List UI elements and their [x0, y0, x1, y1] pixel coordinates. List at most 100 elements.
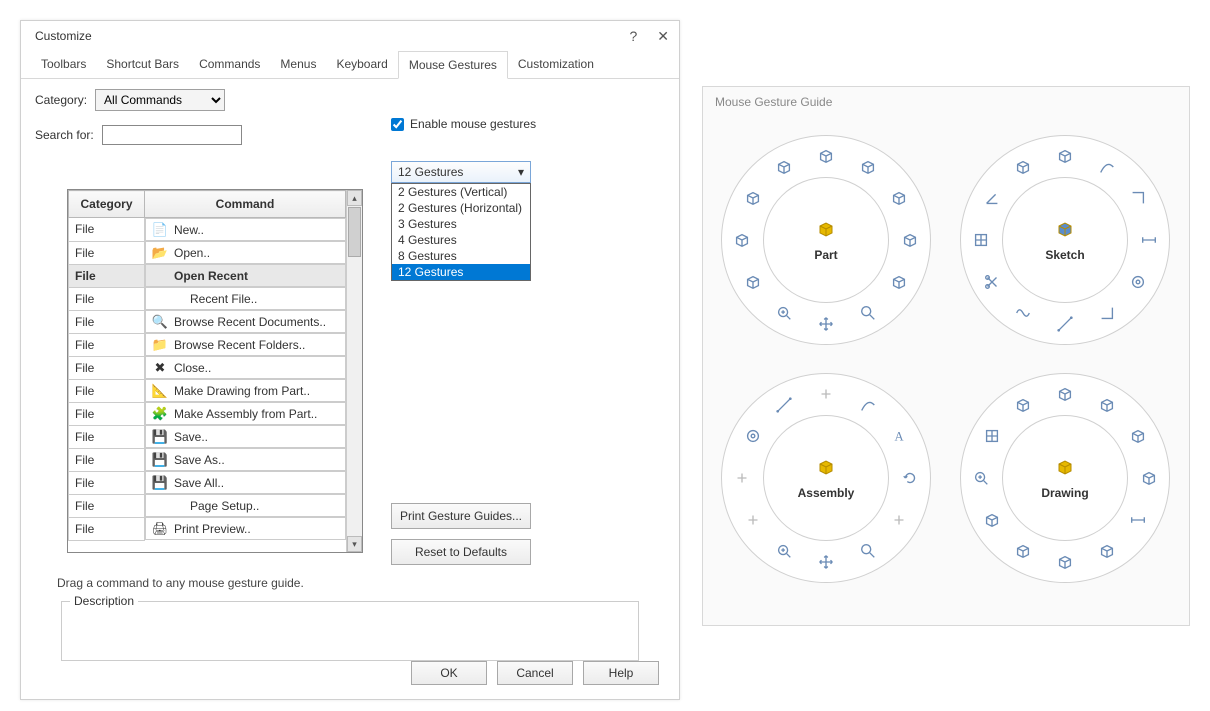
gesture-slot-icon[interactable] [1053, 550, 1077, 574]
gesture-slot-icon[interactable] [1095, 155, 1119, 179]
gesture-slot-icon[interactable] [1126, 424, 1150, 448]
tab-toolbars[interactable]: Toolbars [31, 51, 96, 78]
gesture-slot-icon[interactable] [1011, 539, 1035, 563]
gesture-option[interactable]: 8 Gestures [392, 248, 530, 264]
gesture-slot-icon[interactable] [730, 228, 754, 252]
gesture-slot-icon[interactable]: A [887, 424, 911, 448]
reset-defaults-button[interactable]: Reset to Defaults [391, 539, 531, 565]
gesture-slot-icon[interactable] [980, 270, 1004, 294]
gesture-slot-icon[interactable] [741, 424, 765, 448]
table-row[interactable]: File🖨Print Preview.. [69, 517, 346, 540]
tab-menus[interactable]: Menus [270, 51, 326, 78]
gesture-slot-icon[interactable] [1095, 539, 1119, 563]
gesture-slot-icon[interactable] [887, 186, 911, 210]
gesture-slot-icon[interactable] [856, 301, 880, 325]
gesture-slot-icon[interactable] [772, 301, 796, 325]
cancel-button[interactable]: Cancel [497, 661, 573, 685]
gesture-slot-icon[interactable] [772, 155, 796, 179]
command-icon: 📁 [152, 337, 168, 353]
table-row[interactable]: File🧩Make Assembly from Part.. [69, 402, 346, 425]
gesture-slot-icon[interactable] [772, 539, 796, 563]
enable-gestures-checkbox[interactable]: Enable mouse gestures [391, 117, 536, 131]
table-row[interactable]: File✖Close.. [69, 356, 346, 379]
help-button[interactable]: Help [583, 661, 659, 685]
gesture-slot-icon[interactable] [741, 508, 765, 532]
gesture-slot-icon[interactable] [730, 466, 754, 490]
gesture-slot-icon[interactable] [741, 186, 765, 210]
gesture-slot-icon[interactable] [741, 270, 765, 294]
gesture-slot-icon[interactable] [1137, 466, 1161, 490]
gesture-option[interactable]: 2 Gestures (Horizontal) [392, 200, 530, 216]
gesture-option[interactable]: 12 Gestures [392, 264, 530, 280]
gesture-slot-icon[interactable] [1053, 144, 1077, 168]
search-input[interactable] [102, 125, 242, 145]
gesture-slot-icon[interactable] [1095, 393, 1119, 417]
cell-command: Recent File.. [145, 287, 346, 310]
gesture-slot-icon[interactable] [980, 186, 1004, 210]
table-scrollbar[interactable]: ▴ ▾ [346, 190, 362, 552]
gesture-slot-icon[interactable] [814, 144, 838, 168]
gesture-slot-icon[interactable] [856, 155, 880, 179]
table-row[interactable]: File💾Save.. [69, 425, 346, 448]
gesture-option[interactable]: 4 Gestures [392, 232, 530, 248]
gesture-slot-icon[interactable] [814, 312, 838, 336]
gesture-slot-icon[interactable] [814, 382, 838, 406]
table-row[interactable]: File📐Make Drawing from Part.. [69, 379, 346, 402]
wheel-center-icon [816, 457, 836, 482]
tab-shortcut-bars[interactable]: Shortcut Bars [96, 51, 189, 78]
gesture-slot-icon[interactable] [969, 228, 993, 252]
tab-customization[interactable]: Customization [508, 51, 604, 78]
gesture-slot-icon[interactable] [887, 270, 911, 294]
command-icon: 🧩 [152, 406, 168, 422]
scroll-down-icon[interactable]: ▾ [347, 536, 362, 552]
gesture-slot-icon[interactable] [1011, 301, 1035, 325]
close-icon[interactable]: ✕ [657, 28, 669, 45]
enable-gestures-input[interactable] [391, 118, 404, 131]
gesture-slot-icon[interactable] [856, 539, 880, 563]
gesture-slot-icon[interactable] [1011, 393, 1035, 417]
table-row[interactable]: File💾Save As.. [69, 448, 346, 471]
gesture-slot-icon[interactable] [1126, 508, 1150, 532]
table-row[interactable]: File🔍Browse Recent Documents.. [69, 310, 346, 333]
gesture-slot-icon[interactable] [1126, 186, 1150, 210]
ok-button[interactable]: OK [411, 661, 487, 685]
print-guides-button[interactable]: Print Gesture Guides... [391, 503, 531, 529]
category-select[interactable]: All Commands [95, 89, 225, 111]
tab-commands[interactable]: Commands [189, 51, 270, 78]
gesture-slot-icon[interactable] [980, 424, 1004, 448]
gesture-slot-icon[interactable] [898, 466, 922, 490]
table-row[interactable]: File📂Open.. [69, 241, 346, 264]
gesture-slot-icon[interactable] [814, 550, 838, 574]
cell-command: 🖨Print Preview.. [145, 517, 346, 540]
gesture-slot-icon[interactable] [1095, 301, 1119, 325]
gesture-count-select[interactable]: 12 Gestures ▾ [391, 161, 531, 183]
cell-category: File [69, 379, 145, 402]
table-row[interactable]: File📄New.. [69, 218, 346, 242]
gesture-slot-icon[interactable] [1011, 155, 1035, 179]
gesture-option[interactable]: 3 Gestures [392, 216, 530, 232]
gesture-slot-icon[interactable] [1053, 382, 1077, 406]
gesture-slot-icon[interactable] [898, 228, 922, 252]
gesture-slot-icon[interactable] [1053, 312, 1077, 336]
col-category[interactable]: Category [69, 191, 145, 218]
col-command[interactable]: Command [145, 191, 346, 218]
scroll-up-icon[interactable]: ▴ [347, 190, 362, 206]
table-row[interactable]: FileRecent File.. [69, 287, 346, 310]
table-row[interactable]: FileOpen Recent [69, 264, 346, 287]
search-label: Search for: [35, 128, 94, 142]
table-row[interactable]: File💾Save All.. [69, 471, 346, 494]
tab-mouse-gestures[interactable]: Mouse Gestures [398, 51, 508, 79]
gesture-slot-icon[interactable] [1126, 270, 1150, 294]
gesture-slot-icon[interactable] [980, 508, 1004, 532]
scroll-thumb[interactable] [348, 207, 361, 257]
gesture-slot-icon[interactable] [1137, 228, 1161, 252]
gesture-option[interactable]: 2 Gestures (Vertical) [392, 184, 530, 200]
tab-keyboard[interactable]: Keyboard [326, 51, 397, 78]
help-icon[interactable]: ? [629, 28, 637, 45]
gesture-slot-icon[interactable] [856, 393, 880, 417]
table-row[interactable]: File📁Browse Recent Folders.. [69, 333, 346, 356]
gesture-slot-icon[interactable] [772, 393, 796, 417]
gesture-slot-icon[interactable] [969, 466, 993, 490]
gesture-slot-icon[interactable] [887, 508, 911, 532]
table-row[interactable]: FilePage Setup.. [69, 494, 346, 517]
